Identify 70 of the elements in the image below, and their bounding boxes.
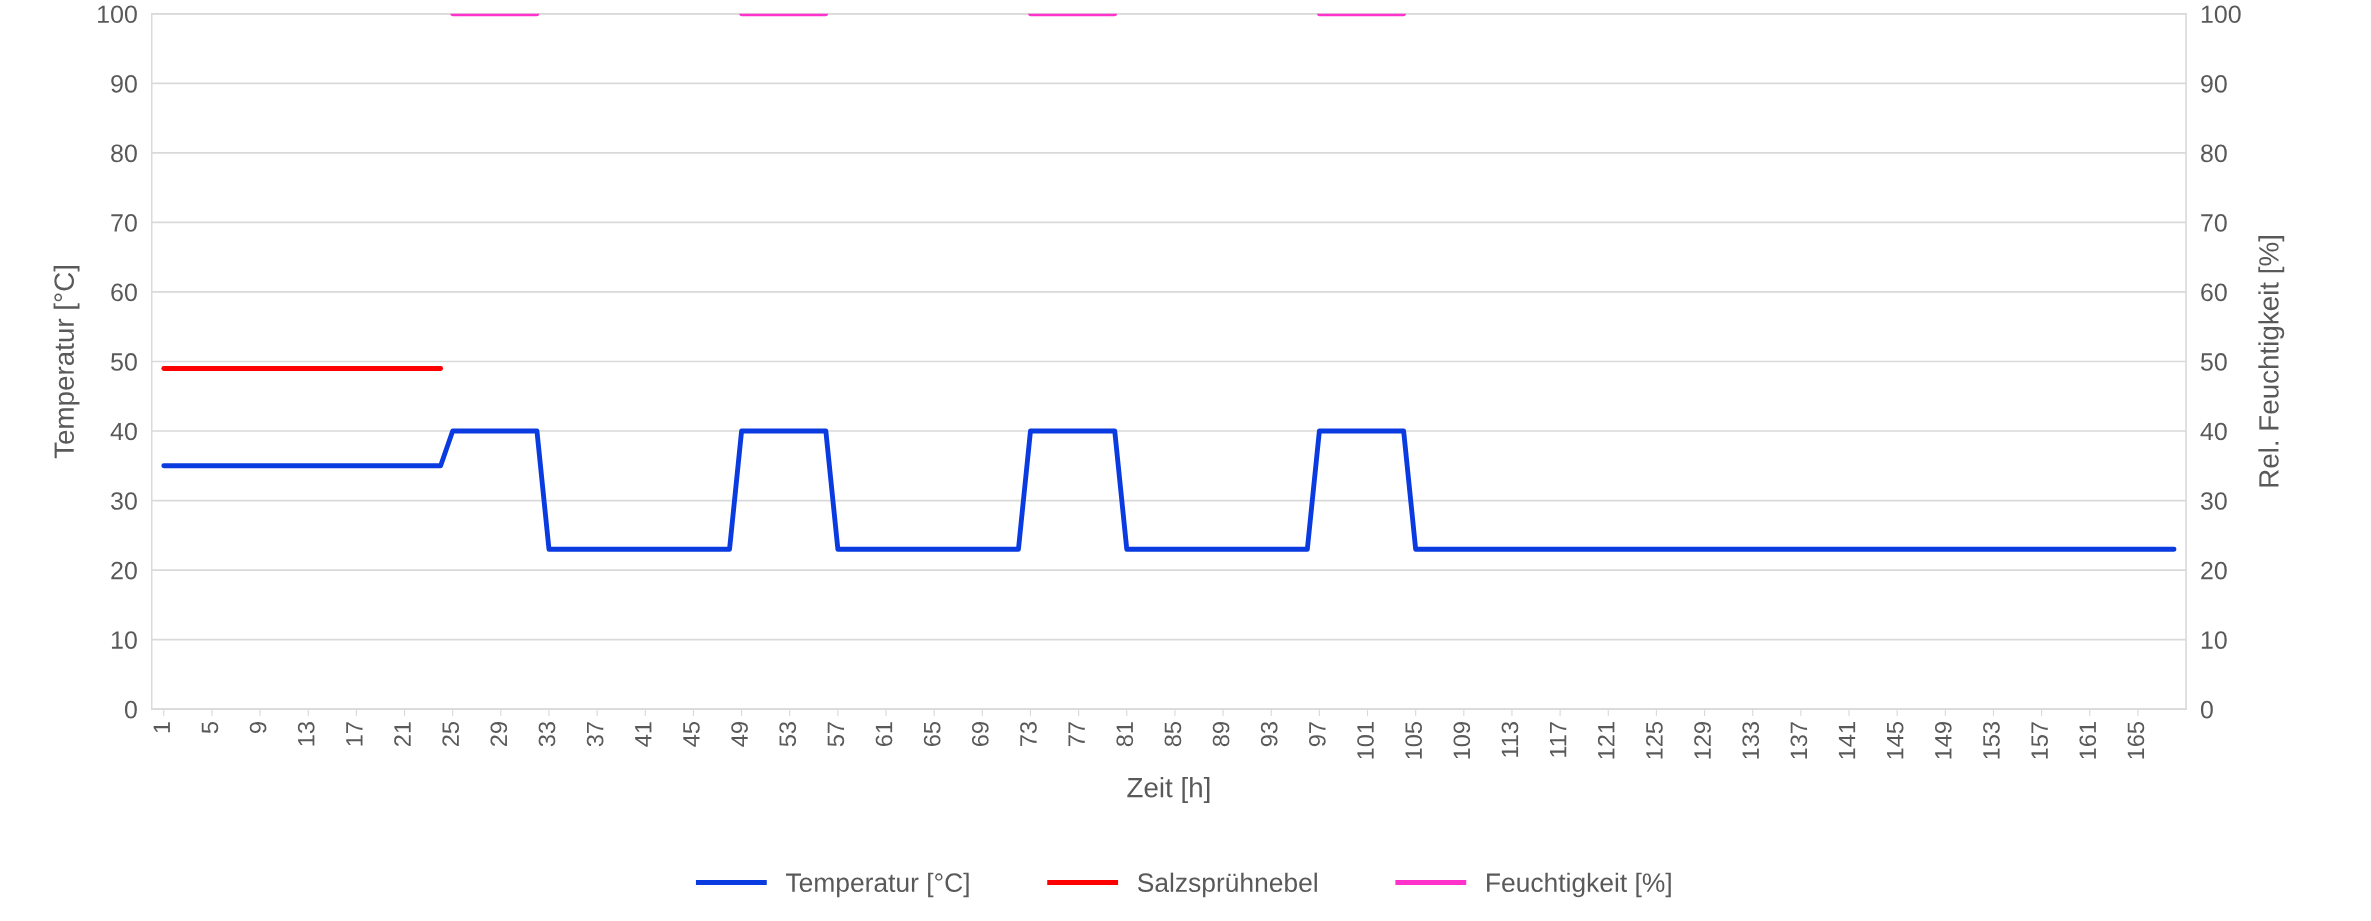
x-tick-label: 97 <box>1308 722 1326 747</box>
y2-tick-label: 30 <box>2200 492 2227 510</box>
x-tick-label: 133 <box>1742 722 1760 759</box>
x-tick-label: 137 <box>1790 722 1808 759</box>
x-tick-label: 89 <box>1212 722 1230 747</box>
legend-label: Salzsprühnebel <box>1137 872 1317 898</box>
x-tick-label: 5 <box>201 721 219 734</box>
y2-tick-label: 90 <box>2201 74 2227 93</box>
y2-axis-title: Rel. Feuchtigkeit [%] <box>2258 236 2285 487</box>
x-tick-label: 45 <box>683 721 700 747</box>
y2-tick-label: 20 <box>2201 561 2227 580</box>
x-tick-label: 85 <box>1164 721 1182 747</box>
x-tick-label: 125 <box>1646 721 1663 759</box>
x-tick-label: 73 <box>1020 722 1037 747</box>
y2-tick-label: 0 <box>2200 700 2213 719</box>
x-tick-label: 157 <box>2031 722 2048 759</box>
y2-tick-label: 80 <box>2201 144 2227 163</box>
x-tick-label: 49 <box>731 722 748 747</box>
y2-tick-label: 100 <box>2201 5 2241 24</box>
x-tick-label: 17 <box>346 722 363 746</box>
x-tick-label: 93 <box>1260 722 1278 747</box>
x-tick-label: 9 <box>249 722 267 733</box>
y2-tick-label: 40 <box>2200 422 2227 441</box>
x-tick-label: 121 <box>1597 722 1615 759</box>
y2-tick-label: 60 <box>2201 283 2227 302</box>
x-tick-label: 141 <box>1838 722 1856 759</box>
legend-label: Feuchtigkeit [%] <box>1487 872 1671 898</box>
x-tick-label: 65 <box>923 721 941 747</box>
y-tick-label: 100 <box>98 5 137 24</box>
x-tick-label: 109 <box>1453 722 1471 759</box>
x-tick-label: 117 <box>1549 722 1567 757</box>
x-tick-label: 1 <box>153 722 170 733</box>
x-tick-label: 113 <box>1501 722 1519 757</box>
x-tick-label: 25 <box>442 721 460 747</box>
x-tick-label: 61 <box>875 722 893 747</box>
y-tick-label: 10 <box>111 631 137 649</box>
y2-tick-label: 50 <box>2200 353 2227 371</box>
x-tick-label: 53 <box>779 722 797 747</box>
x-tick-label: 145 <box>1887 721 1904 759</box>
x-tick-label: 69 <box>971 722 989 747</box>
x-tick-label: 77 <box>1068 722 1085 747</box>
y-tick-label: 90 <box>111 74 137 93</box>
x-tick-label: 41 <box>635 722 652 747</box>
y-tick-label: 60 <box>111 283 137 302</box>
y-tick-label: 30 <box>111 492 137 510</box>
x-tick-label: 33 <box>538 722 556 747</box>
y-tick-label: 50 <box>111 353 137 371</box>
x-tick-label: 57 <box>827 722 845 747</box>
x-axis-title: Zeit [h] <box>1127 777 1210 803</box>
x-tick-label: 13 <box>297 722 315 746</box>
x-tick-label: 129 <box>1694 722 1711 759</box>
y-tick-label: 20 <box>111 561 137 580</box>
x-tick-label: 149 <box>1934 722 1952 759</box>
x-tick-label: 105 <box>1405 721 1423 759</box>
x-tick-label: 21 <box>394 722 411 747</box>
y-tick-label: 70 <box>111 214 137 232</box>
x-tick-label: 101 <box>1357 722 1374 759</box>
x-tick-label: 81 <box>1116 722 1134 747</box>
x-tick-label: 153 <box>1983 722 2000 759</box>
y2-tick-label: 70 <box>2201 214 2227 232</box>
x-tick-label: 29 <box>490 722 508 747</box>
x-tick-label: 37 <box>586 722 604 747</box>
y-tick-label: 0 <box>124 700 137 719</box>
x-tick-label: 161 <box>2079 722 2097 759</box>
y2-tick-label: 10 <box>2201 631 2227 649</box>
legend-label: Temperatur [°C] <box>786 872 969 898</box>
y-tick-label: 40 <box>110 422 137 441</box>
y-tick-label: 80 <box>111 144 137 163</box>
y-axis-title: Temperatur [°C] <box>53 266 80 459</box>
x-tick-label: 165 <box>2127 721 2145 759</box>
